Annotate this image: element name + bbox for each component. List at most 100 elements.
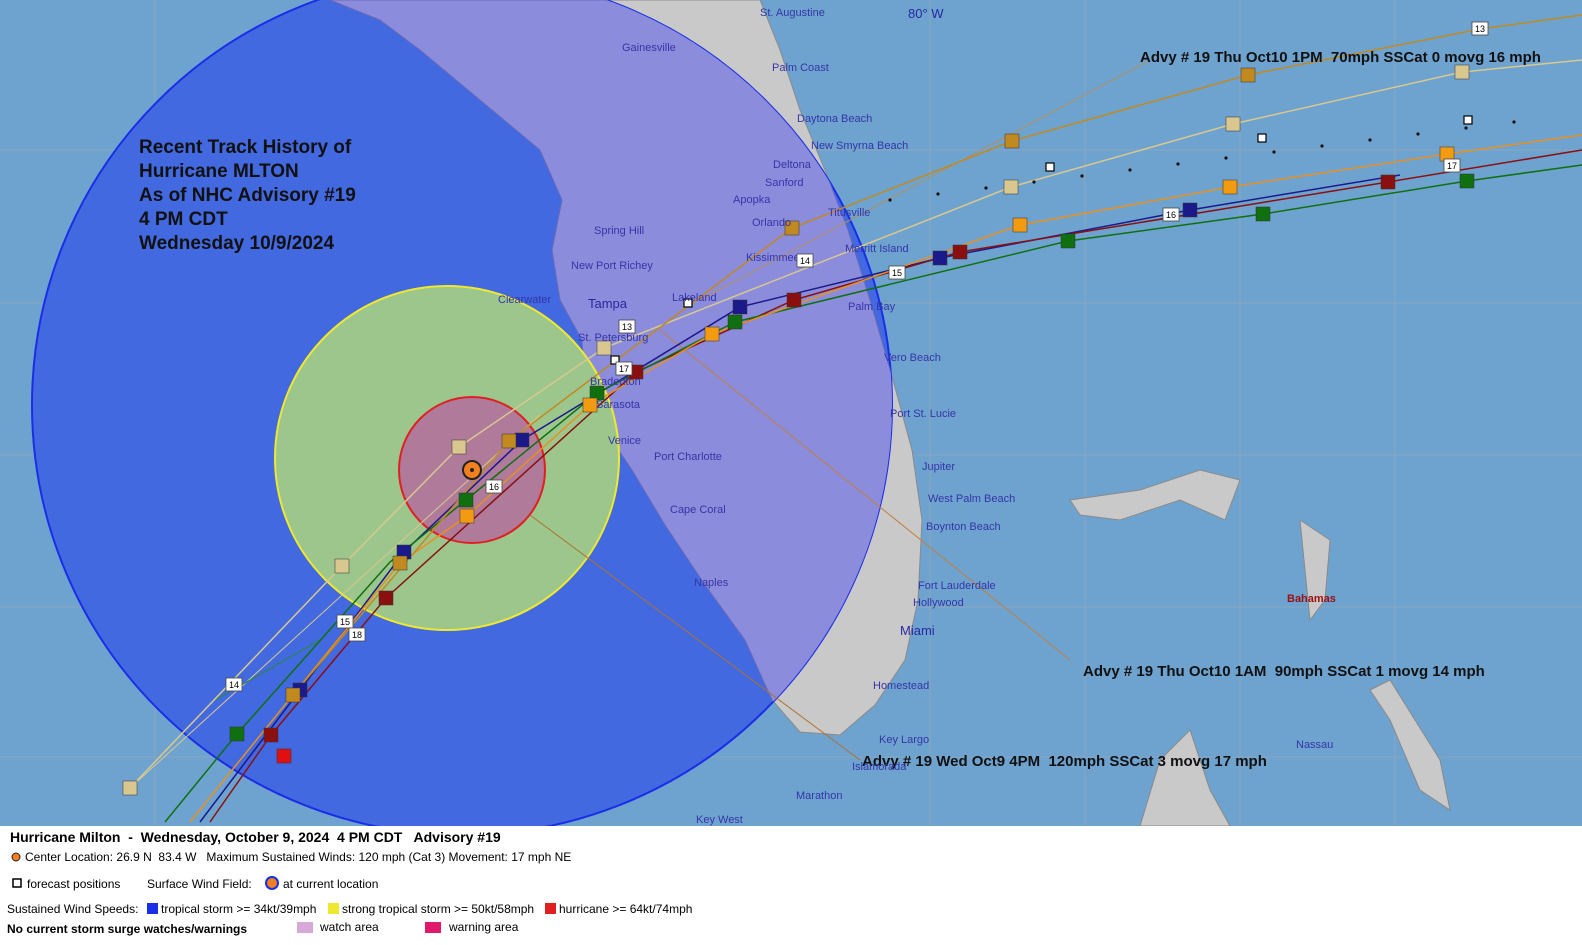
track-marker [1225,116,1241,132]
place-label: Port St. Lucie [890,408,956,420]
legend-text: Surface Wind Field: [147,877,252,891]
place-labels: St. Augustine Gainesville Palm Coast Dayton… [225,7,1489,826]
place-label: New Smyrna Beach [811,140,908,152]
legend-text: forecast positions [27,877,120,891]
track-marker [459,508,475,524]
longitude-label: 80° W [908,6,944,21]
track-label: 16 [489,482,499,492]
forecast-position [1257,133,1267,143]
place-label: Homestead [873,680,929,692]
legend-text: at current location [283,877,378,891]
track-dot [1080,174,1084,178]
place-label: Clearwater [498,294,552,306]
advisory-label: Advy # 19 Thu Oct10 1AM 90mph SSCat 1 mo… [1083,663,1485,680]
track-marker [1255,206,1271,222]
track-marker [1222,179,1238,195]
place-label: Hollywood [913,597,964,609]
track-label-box [336,614,354,629]
track-marker [932,250,948,266]
track-dot [1416,132,1420,136]
major-place-label: Miami [900,623,935,638]
track-marker [285,687,301,703]
track-label: 17 [619,364,629,374]
place-label: Apopka [733,194,771,206]
track-markers [122,64,1516,796]
title-line: Wednesday 10/9/2024 [139,233,334,254]
swatch [425,922,441,933]
place-label: New Port Richey [571,260,653,272]
track-dot [1176,162,1180,166]
advisory-label: Advy # 19 Thu Oct10 1PM 70mph SSCat 0 mo… [1140,49,1541,66]
place-label: Vero Beach [884,352,941,364]
legend-text: watch area [319,920,379,934]
legend-header: Hurricane Milton - Wednesday, October 9,… [10,829,501,845]
track-label: 16 [1166,210,1176,220]
swatch [328,903,339,914]
place-label: Gainesville [622,42,676,54]
track-marker [1182,202,1198,218]
track-dot [1128,168,1132,172]
place-label: Spring Hill [594,225,644,237]
track-marker [704,326,720,342]
place-label: Jupiter [922,461,955,473]
track-label-box [1162,207,1180,222]
track-label-box [618,319,636,334]
track-marker [334,558,350,574]
track-marker [1240,67,1256,83]
place-label: St. Petersburg [578,332,648,344]
track-marker [229,726,245,742]
track-label-box [348,627,366,642]
place-label: Sanford [765,177,804,189]
region-label: Bahamas [1287,593,1336,605]
track-marker [458,492,474,508]
track-label-box [1443,158,1461,173]
track-marker [596,340,612,356]
swatch [545,903,556,914]
place-label: Port Charlotte [654,451,722,463]
track-dot [1512,120,1516,124]
place-label: Naples [694,577,729,589]
track-dot [984,186,988,190]
place-label: Fort Lauderdale [918,580,996,592]
track-marker [514,432,530,448]
track-marker [732,299,748,315]
track-label-box [615,361,633,376]
track-dot [1032,180,1036,184]
place-label: Cape Coral [670,504,726,516]
track-dot [1272,150,1276,154]
track-marker [263,727,279,743]
track-marker [784,220,800,236]
track-dot [1320,144,1324,148]
title-line: As of NHC Advisory #19 [139,185,356,206]
track-dot [1464,126,1468,130]
place-label: Kissimmee [746,252,800,264]
track-label: 13 [1475,24,1485,34]
track-label-box [796,253,814,268]
place-label: Merritt Island [845,243,909,255]
track-label-box [1471,21,1489,36]
track-label-box [225,677,243,692]
track-dot [1368,138,1372,142]
place-label: St. Augustine [760,7,825,19]
track-marker [451,439,467,455]
swatch [297,922,313,933]
advisory-label: Advy # 19 Wed Oct9 4PM 120mph SSCat 3 mo… [862,753,1267,770]
swatch [147,903,158,914]
place-label: Bradenton [590,376,641,388]
place-label: Marathon [796,790,842,802]
place-label: Palm Bay [848,301,896,313]
track-marker [392,555,408,571]
track-marker [1060,233,1076,249]
track-marker [122,780,138,796]
track-dot [1224,156,1228,160]
current-location-dot [470,468,474,472]
place-label: West Palm Beach [928,493,1015,505]
track-marker [1003,179,1019,195]
track-marker [1454,64,1470,80]
track-label: 15 [340,617,350,627]
track-marker [786,292,802,308]
track-label: 14 [229,680,239,690]
track-label: 14 [800,256,810,266]
track-label: 18 [352,630,362,640]
